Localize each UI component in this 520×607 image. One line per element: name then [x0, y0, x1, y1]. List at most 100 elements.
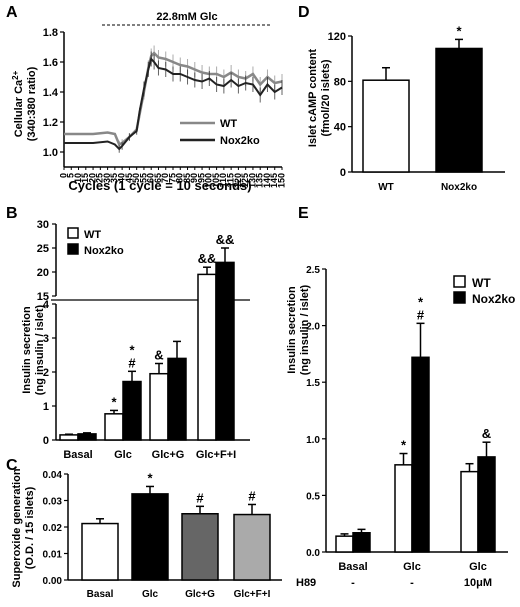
panel-e-h89-value: - [351, 577, 355, 589]
panel-letter-c: C [6, 457, 18, 474]
panel-a-x-tick-label: 150 [276, 173, 286, 188]
panel-b-x-tick-label: Glc+G [152, 449, 185, 461]
panel-a-x-tick-label: 50 [131, 173, 141, 183]
panel-c-mark-0: # [196, 490, 204, 505]
panel-b-y-tick-label: 25 [37, 243, 49, 255]
panel-d-x-tick-label: WT [378, 182, 394, 193]
panel-e-y-tick-label: 1.5 [306, 378, 320, 389]
panel-d-y-tick-label: 120 [328, 31, 346, 43]
panel-e-x-tick-label: Basal [338, 561, 367, 573]
panel-e-y-tick-label: 1.0 [306, 435, 320, 446]
panel-a-x-tick-label: 100 [204, 173, 214, 188]
panel-a-x-tick-label: 60 [146, 173, 156, 183]
panel-d-bar [362, 79, 410, 173]
panel-b-legend-swatch-nox2ko [67, 243, 79, 255]
panel-b-y-tick-label: 0 [43, 435, 49, 447]
panel-a-line-wt [64, 51, 283, 147]
panel-a-y-tick-label: 1.6 [43, 57, 58, 69]
panel-b-y-tick-label: 2 [43, 367, 49, 379]
panel-e-legend-swatch-wt [453, 275, 466, 288]
panel-a-legend-label-nox2ko: Nox2ko [220, 135, 260, 147]
panel-a-x-tick-label: 145 [269, 173, 279, 188]
panel-e-bar-wt [394, 464, 413, 553]
panel-b-legend-label-nox2ko: Nox2ko [84, 245, 124, 257]
panel-b-mark-wt-0: * [111, 394, 117, 409]
panel-letter-a: A [6, 4, 18, 21]
panel-d-y-tick-label: 0 [340, 167, 346, 179]
panel-a-x-tick-label: 125 [240, 173, 250, 188]
panel-a-x-tick-label: 0 [58, 173, 68, 178]
panel-a-x-tick-label: 140 [262, 173, 272, 188]
panel-a-chart: 22.8mM Glc 1.0 1.2 1.4 1.6 1.8 05101520253035… [11, 11, 286, 193]
panel-a-x-tick-label: 20 [87, 173, 97, 183]
panel-e-bar-wt [460, 470, 479, 553]
panel-a-x-tick-label: 95 [196, 173, 206, 183]
panel-a-y-tick-label: 1.4 [43, 87, 59, 99]
panel-c-y-tick-label: 0.00 [43, 576, 63, 587]
panel-b-mark-wt-0: && [198, 251, 217, 266]
panel-e-chart: 0.00.51.01.52.02.5Basal-Glc-*#*Glc10μM&W… [286, 265, 515, 589]
panel-b-y-tick-label: 3 [43, 333, 49, 345]
panel-a-x-tick-label: 30 [102, 173, 112, 183]
panel-b-y-tick-label: 15 [37, 291, 49, 303]
panel-b-bar-nox2ko [77, 433, 97, 441]
panel-e-bar-nox2ko [411, 356, 430, 553]
panel-e-bar-wt [335, 535, 354, 553]
panel-b-x-tick-label: Glc+F+I [196, 449, 236, 461]
panel-e-y-tick-label: 2.0 [306, 322, 320, 333]
panel-a-x-tick-label: 65 [153, 173, 163, 183]
panel-b-mark-wt-0: & [154, 348, 163, 363]
panel-e-bar-nox2ko [477, 456, 496, 553]
panel-d-y-label: Islet cAMP content [307, 49, 319, 148]
panel-b-legend-label-wt: WT [84, 229, 101, 241]
panel-a-y-label-2: (340:380 ratio) [26, 66, 38, 141]
panel-b-y-tick-label: 1 [43, 401, 49, 413]
h89-label: H89 [296, 577, 316, 589]
panel-a-x-tick-label: 45 [124, 173, 134, 183]
panel-c-mark-0: * [147, 470, 153, 485]
panel-letter-b: B [6, 205, 18, 222]
panel-b-mark-nox2ko-0: && [216, 232, 235, 247]
panel-a-x-tick-label: 15 [80, 173, 90, 183]
panel-b-bar-nox2ko [167, 357, 187, 441]
panel-a-y-label-main: Cellular Ca [13, 79, 25, 137]
panel-b-bar-nox2ko [215, 261, 235, 441]
panel-c-bar [131, 493, 169, 581]
panel-e-legend-label-wt: WT [472, 276, 491, 290]
panel-b-bar-nox2ko [122, 380, 142, 441]
panel-c-x-tick-label: Glc+F+I [234, 589, 271, 600]
panel-e-h89-value: - [410, 577, 414, 589]
panel-d-y-tick-label: 80 [334, 76, 346, 88]
panel-a-line-nox2ko [64, 57, 283, 151]
panel-e-legend-label-nox2ko: Nox2ko [472, 292, 515, 306]
panel-c-y-tick-label: 0.03 [43, 497, 63, 508]
panel-d-bar [435, 47, 483, 173]
panel-b-y-label-2: (ng insulin / islet) [34, 304, 46, 395]
panel-d-chart: 0 40 80 120 WT * Nox2ko Islet cAMP content (fm… [307, 23, 505, 193]
panel-b-y-label: Insulin secretion [21, 306, 33, 394]
panel-d-mark-0: * [456, 23, 462, 38]
panel-e-y-tick-label: 2.5 [306, 265, 320, 276]
panel-e-x-tick-label: Glc [469, 561, 487, 573]
panel-b-y-tick-label: 4 [43, 299, 50, 311]
panel-b-mark-nox2ko-0: # [128, 355, 136, 370]
panel-c-chart: 0.00 0.01 0.02 0.03 0.04 Basal * Glc # Glc+G # Glc+… [11, 468, 282, 600]
panel-a-x-tick-label: 10 [73, 173, 83, 183]
panel-a-x-tick-label: 40 [117, 173, 127, 183]
panel-e-y-tick-label: 0.0 [306, 548, 320, 559]
panel-c-x-tick-label: Glc [142, 589, 159, 600]
panel-a-y-tick-label: 1.8 [43, 27, 58, 39]
panel-a-x-tick-label: 105 [211, 173, 221, 188]
panel-a-x-tick-label: 85 [182, 173, 192, 183]
panel-b-x-tick-label: Glc [114, 449, 132, 461]
panel-c-mark-0: # [248, 488, 256, 503]
panel-a-x-tick-label: 120 [233, 173, 243, 188]
panel-a-y-tick-label: 1.2 [43, 117, 58, 129]
panel-d-y-label-2: (fmol/20 islets) [320, 59, 332, 136]
panel-b-bar-wt [104, 413, 124, 441]
panel-e-mark-nox2ko-0: # [417, 307, 425, 322]
panel-a-x-tick-label: 75 [167, 173, 177, 183]
panel-d-y-tick-label: 40 [334, 122, 346, 134]
panel-a-x-tick-label: 90 [189, 173, 199, 183]
